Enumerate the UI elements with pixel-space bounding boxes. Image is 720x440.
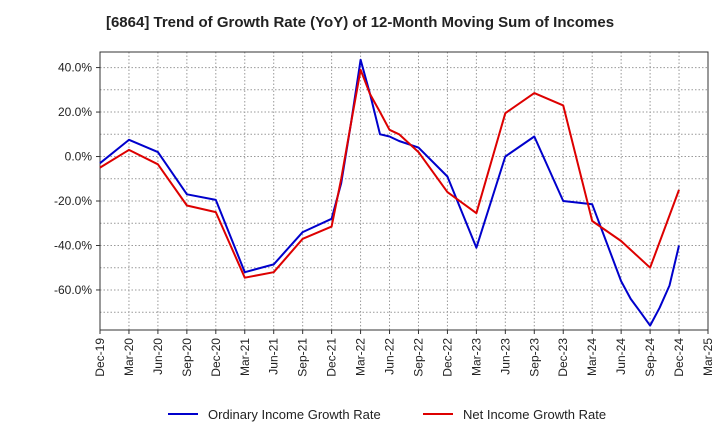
x-tick-label: Mar-24 (585, 338, 599, 376)
x-tick-label: Mar-25 (701, 338, 715, 376)
x-tick-label: Dec-20 (209, 338, 223, 377)
x-axis: Dec-19 Mar-20 Jun-20 Sep-20 Dec-20 Mar-21 Jun-… (93, 330, 715, 377)
x-tick-label: Mar-22 (354, 338, 368, 376)
x-tick-label: Dec-23 (556, 338, 570, 377)
plot-frame (99, 51, 709, 331)
x-tick-label: Dec-22 (440, 338, 454, 377)
y-tick-label: -20.0% (54, 194, 92, 208)
ordinary-income-growth-rate-legend-label: Ordinary Income Growth Rate (208, 407, 381, 422)
ordinary-income-growth-rate-line (99, 58, 680, 327)
x-tick-label: Jun-20 (151, 338, 165, 375)
x-tick-label: Sep-23 (527, 338, 541, 377)
x-tick-label: Jun-22 (383, 338, 397, 375)
legend: Ordinary Income Growth Rate Net Income Gr… (168, 407, 606, 422)
x-tick-label: Jun-23 (498, 338, 512, 375)
x-tick-label: Sep-21 (296, 338, 310, 377)
y-tick-label: 0.0% (65, 150, 93, 164)
grid-lines (99, 52, 709, 330)
y-axis: 40.0% 20.0% 0.0% -20.0% -40.0% -60.0% (54, 61, 100, 297)
y-tick-label: -60.0% (54, 283, 92, 297)
y-tick-label: 20.0% (58, 105, 92, 119)
x-tick-label: Mar-21 (238, 338, 252, 376)
x-tick-label: Jun-24 (614, 338, 628, 375)
y-tick-label: -40.0% (54, 238, 92, 252)
x-tick-label: Sep-24 (643, 338, 657, 377)
net-income-growth-rate-legend-label: Net Income Growth Rate (463, 407, 606, 422)
series-layer (99, 58, 680, 327)
x-tick-label: Mar-23 (469, 338, 483, 376)
x-tick-label: Jun-21 (267, 338, 281, 375)
net-income-growth-rate-line (99, 68, 680, 279)
x-tick-label: Mar-20 (122, 338, 136, 376)
x-tick-label: Sep-20 (180, 338, 194, 377)
x-tick-label: Dec-19 (93, 338, 107, 377)
chart-title: [6864] Trend of Growth Rate (YoY) of 12-… (105, 14, 615, 31)
y-tick-label: 40.0% (58, 61, 92, 75)
x-tick-label: Sep-22 (411, 338, 425, 377)
x-tick-label: Dec-24 (672, 338, 686, 377)
x-tick-label: Dec-21 (325, 338, 339, 377)
